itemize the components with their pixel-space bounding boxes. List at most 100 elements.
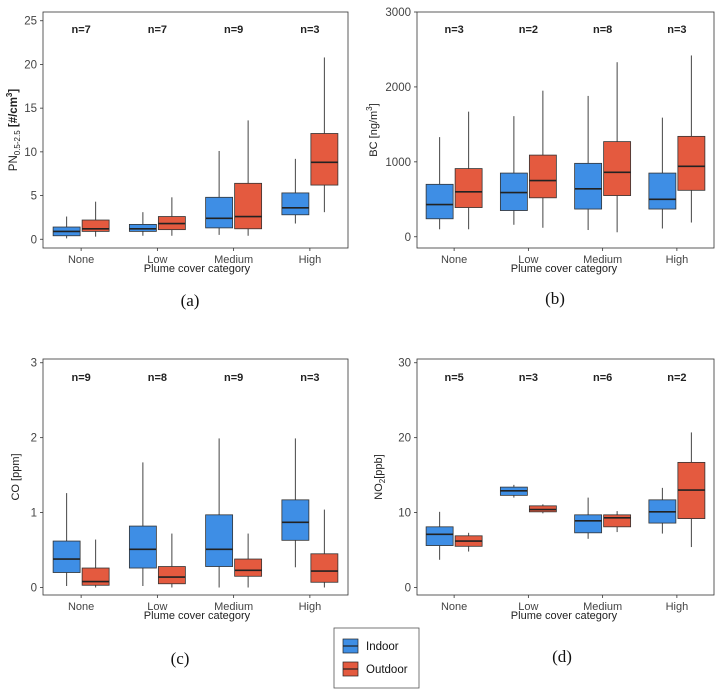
panel-a-caption: (a) xyxy=(181,291,200,310)
panel-d-ytick-label: 0 xyxy=(405,583,411,595)
panel-a-box-indoor-medium xyxy=(205,150,234,235)
panel-d-box-outdoor-low xyxy=(528,504,557,514)
panel-c-ytick-label: 2 xyxy=(31,433,37,445)
panel-b-ytick-label: 2000 xyxy=(385,82,411,94)
panel-d-caption: (d) xyxy=(552,647,572,666)
panel-b-box-outdoor-low xyxy=(528,90,557,228)
panel-b-ytick-label: 0 xyxy=(405,232,411,244)
panel-d-ytick-label: 20 xyxy=(398,433,411,445)
panel-b-box-outdoor-none xyxy=(454,111,483,230)
legend-item-outdoor: Outdoor xyxy=(342,661,408,677)
panel-c-box-indoor-low xyxy=(128,462,157,587)
panel-d-box-indoor-none xyxy=(425,511,454,560)
panel-c-n-label: n=8 xyxy=(148,372,167,384)
panel-a-ytick-label: 10 xyxy=(24,147,37,159)
panel-d-plot: 0 10 20 30 None n=5 Low n=3 Medium n=6 High n=2 xyxy=(398,358,706,613)
box-body xyxy=(234,558,263,577)
panel-b-ylabel: BC [ng/m3] xyxy=(365,103,380,156)
panel-c-n-label: n=9 xyxy=(71,372,90,384)
box-body xyxy=(603,514,632,528)
box-body xyxy=(281,499,310,541)
panel-a-n-label: n=7 xyxy=(71,24,90,36)
panel-c-ytick-label: 3 xyxy=(31,358,37,370)
panel-c-xtick-label: Low xyxy=(147,601,167,613)
box-body xyxy=(574,514,603,534)
panel-a-xtick-label: High xyxy=(299,254,322,266)
box-body xyxy=(310,553,339,583)
legend-frame xyxy=(333,627,420,689)
panel-c-ytick-label: 0 xyxy=(31,583,37,595)
legend: Indoor Outdoor xyxy=(333,627,420,689)
panel-c-n-label: n=9 xyxy=(224,372,243,384)
panel-b-box-outdoor-medium xyxy=(603,62,632,233)
legend-label-indoor: Indoor xyxy=(366,641,399,653)
box-body xyxy=(81,219,110,232)
box-body xyxy=(205,196,234,229)
box-body xyxy=(528,154,557,199)
panel-b-xtick-label: Low xyxy=(518,254,538,266)
panel-c-xtick-label: High xyxy=(299,601,322,613)
panel-b-n-label: n=2 xyxy=(519,24,538,36)
panel-a: PN0.5-2.5 [#/cm3] Plume cover category (… xyxy=(5,11,349,310)
panel-c-box-indoor-medium xyxy=(205,438,234,588)
panel-b-box-outdoor-high xyxy=(677,55,706,223)
panel-a-box-outdoor-none xyxy=(81,201,110,237)
panel-d-box-indoor-medium xyxy=(574,497,603,539)
panel-b-box-indoor-none xyxy=(425,137,454,230)
box-body xyxy=(81,567,110,586)
panel-c-box-outdoor-high xyxy=(310,509,339,588)
panel-d-xtick-label: None xyxy=(441,601,467,613)
panel-c-box-indoor-none xyxy=(52,493,81,587)
box-body xyxy=(128,525,157,569)
panel-b-xtick-label: None xyxy=(441,254,467,266)
box-body xyxy=(425,183,454,220)
panel-a-xtick-label: None xyxy=(68,254,94,266)
panel-d-frame xyxy=(416,358,715,596)
panel-b-xtick-label: High xyxy=(666,254,689,266)
box-body xyxy=(454,168,483,208)
panel-d-xtick-label: Low xyxy=(518,601,538,613)
panel-a-xlabel: Plume cover category xyxy=(144,263,251,275)
panel-c-n-label: n=3 xyxy=(300,372,319,384)
panel-a-ytick-label: 25 xyxy=(24,16,37,28)
panel-c: CO [ppm] Plume cover category (c) xyxy=(10,358,349,668)
panel-c-ytick-label: 1 xyxy=(31,508,37,520)
panel-d-box-indoor-low xyxy=(499,484,528,498)
panel-a-n-label: n=9 xyxy=(224,24,243,36)
panel-b-n-label: n=3 xyxy=(667,24,686,36)
panel-b-xlabel: Plume cover category xyxy=(511,263,618,275)
box-body xyxy=(574,162,603,210)
panel-d-box-outdoor-high xyxy=(677,432,706,548)
panel-c-frame xyxy=(42,358,349,596)
panel-b: BC [ng/m3] Plume cover category (b) xyxy=(365,11,715,308)
panel-c-ylabel: CO [ppm] xyxy=(10,453,22,500)
panel-a-box-outdoor-low xyxy=(157,197,186,236)
panel-c-box-outdoor-low xyxy=(157,533,186,588)
panel-a-n-label: n=7 xyxy=(148,24,167,36)
panel-d-n-label: n=2 xyxy=(667,372,686,384)
panel-b-n-label: n=3 xyxy=(444,24,463,36)
panel-b-box-indoor-medium xyxy=(574,95,603,231)
legend-label-outdoor: Outdoor xyxy=(366,664,408,676)
panel-c-xtick-label: None xyxy=(68,601,94,613)
panel-b-ytick-label: 3000 xyxy=(385,7,411,19)
panel-a-ytick-label: 20 xyxy=(24,59,37,71)
panel-a-box-outdoor-medium xyxy=(234,120,263,236)
panel-b-plot: 0 1000 2000 3000 None n=3 Low n=2 Medium n=8 High n… xyxy=(385,7,706,266)
box-body xyxy=(128,223,157,232)
panel-c-xtick-label: Medium xyxy=(214,601,253,613)
box-body xyxy=(52,540,81,573)
panel-a-box-indoor-low xyxy=(128,212,157,236)
panel-b-box-indoor-high xyxy=(648,117,677,229)
panel-a-ytick-label: 5 xyxy=(31,191,37,203)
panel-b-box-indoor-low xyxy=(499,116,528,225)
panel-a-xtick-label: Low xyxy=(147,254,167,266)
panel-d-xtick-label: High xyxy=(666,601,689,613)
panel-a-n-label: n=3 xyxy=(300,24,319,36)
panel-a-box-indoor-high xyxy=(281,158,310,224)
box-body xyxy=(205,514,234,567)
panel-b-frame xyxy=(416,11,715,249)
panel-d-xlabel: Plume cover category xyxy=(511,610,618,622)
panel-a-box-outdoor-high xyxy=(310,57,339,213)
